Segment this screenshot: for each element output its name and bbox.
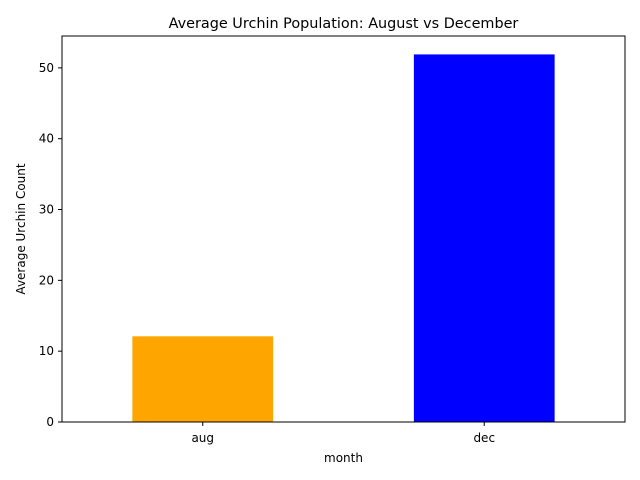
- x-axis-ticks: aug dec: [191, 422, 495, 445]
- x-axis-label: month: [324, 451, 363, 465]
- bar-aug: [132, 336, 274, 422]
- x-tick-label: aug: [191, 431, 214, 445]
- y-tick-label: 50: [39, 61, 54, 75]
- chart-title: Average Urchin Population: August vs Dec…: [169, 16, 519, 32]
- y-tick-label: 10: [39, 344, 54, 358]
- bar-dec: [413, 54, 555, 423]
- y-axis-ticks: 0 10 20 30 40 50: [39, 61, 62, 429]
- y-tick-label: 30: [39, 203, 54, 217]
- y-tick-label: 40: [39, 132, 54, 146]
- x-tick-label: dec: [473, 431, 495, 445]
- y-axis-label: Average Urchin Count: [14, 163, 28, 294]
- bars-layer: [132, 54, 555, 423]
- plot-area-frame: [61, 35, 626, 423]
- y-tick-label: 20: [39, 273, 54, 287]
- y-tick-label: 0: [46, 415, 54, 429]
